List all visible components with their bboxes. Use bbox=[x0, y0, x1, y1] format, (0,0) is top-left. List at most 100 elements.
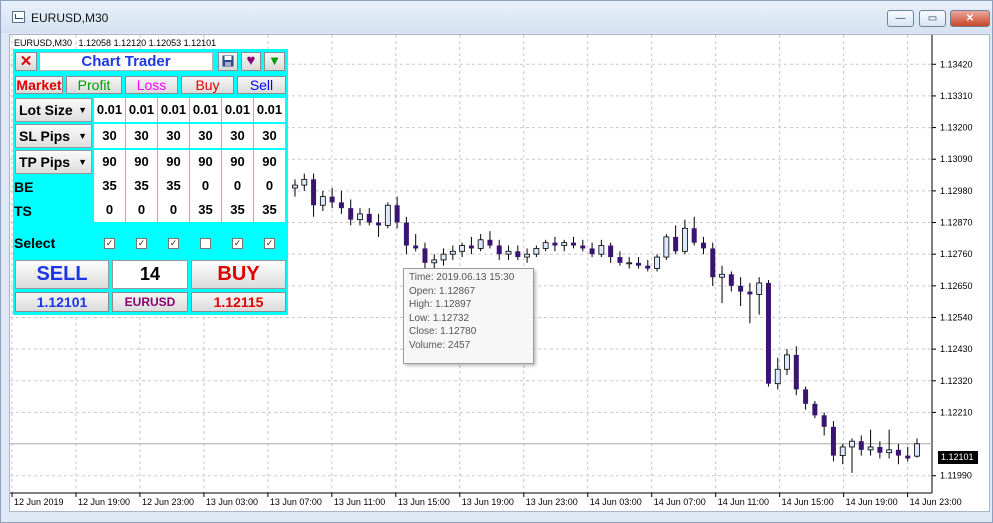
panel-close-button[interactable]: ✕ bbox=[15, 52, 37, 71]
lot-size-label: Lot Size bbox=[19, 102, 73, 118]
param-cell[interactable]: 35 bbox=[190, 198, 221, 222]
y-tick-label: 1.12650 bbox=[940, 281, 973, 291]
x-tick-label: 13 Jun 15:00 bbox=[398, 497, 450, 507]
param-cell[interactable]: 90 bbox=[254, 150, 285, 174]
param-cell[interactable]: 30 bbox=[94, 124, 125, 148]
param-cell[interactable]: 0 bbox=[94, 198, 125, 222]
tab-sell[interactable]: Sell bbox=[237, 76, 286, 94]
tooltip-low: Low: 1.12732 bbox=[409, 312, 470, 324]
chart-area[interactable]: 1.13420 1.13310 1.13200 1.13090 1.12980 1.128… bbox=[9, 34, 990, 512]
param-cell[interactable]: 90 bbox=[126, 150, 157, 174]
param-cell[interactable]: 35 bbox=[94, 174, 125, 198]
restore-icon: ▭ bbox=[927, 13, 938, 24]
tab-loss-label: Loss bbox=[136, 77, 167, 93]
candle-bear bbox=[673, 236, 679, 252]
param-cell[interactable]: 35 bbox=[158, 174, 189, 198]
buy-button[interactable]: BUY bbox=[191, 260, 286, 289]
candle-bull bbox=[654, 256, 660, 269]
param-cell[interactable]: 90 bbox=[222, 150, 253, 174]
param-cell[interactable]: 35 bbox=[126, 174, 157, 198]
tab-buy-label: Buy bbox=[195, 77, 220, 93]
candle-bull bbox=[319, 196, 326, 206]
candle-bear bbox=[635, 262, 641, 266]
tab-profit[interactable]: Profit bbox=[66, 76, 122, 94]
heart-icon: ♥ bbox=[246, 52, 256, 69]
param-cell[interactable]: 0.01 bbox=[126, 98, 157, 122]
param-cell[interactable]: 90 bbox=[190, 150, 221, 174]
candle-bear bbox=[487, 239, 493, 246]
param-cell[interactable]: 90 bbox=[94, 150, 125, 174]
y-tick-label: 1.12870 bbox=[940, 218, 973, 228]
save-button[interactable] bbox=[218, 52, 238, 71]
y-tick-label: 1.12320 bbox=[940, 376, 973, 386]
candlestick-chart[interactable]: 1.13420 1.13310 1.13200 1.13090 1.12980 1.128… bbox=[10, 35, 990, 512]
triangle-down-icon: ▼ bbox=[268, 53, 281, 68]
candle-bull bbox=[477, 239, 484, 249]
candle-bear bbox=[496, 245, 502, 255]
panel-title: Chart Trader bbox=[39, 52, 213, 71]
candle-bull bbox=[357, 213, 363, 221]
x-tick-label: 12 Jun 23:00 bbox=[142, 497, 194, 507]
param-cell[interactable]: 0 bbox=[222, 174, 253, 198]
param-cell[interactable]: 35 bbox=[222, 198, 253, 222]
select-checkbox[interactable]: ✓ bbox=[168, 238, 179, 249]
restore-button[interactable]: ▭ bbox=[919, 10, 946, 27]
param-cell[interactable]: 0 bbox=[158, 198, 189, 222]
minimize-button[interactable]: — bbox=[887, 10, 914, 27]
sell-button[interactable]: SELL bbox=[15, 260, 109, 289]
param-cell[interactable]: 0.01 bbox=[190, 98, 221, 122]
param-cell[interactable]: 35 bbox=[254, 198, 285, 222]
candle-bear bbox=[858, 441, 864, 450]
param-cell[interactable]: 0 bbox=[190, 174, 221, 198]
param-cell[interactable]: 0.01 bbox=[254, 98, 285, 122]
y-tick-label: 1.13200 bbox=[940, 123, 973, 133]
candle-bear bbox=[812, 403, 818, 416]
select-checkbox[interactable]: ✓ bbox=[136, 238, 147, 249]
chart-symbol: EURUSD,M30 bbox=[14, 38, 73, 48]
param-cell[interactable]: 30 bbox=[190, 124, 221, 148]
candle-bear bbox=[728, 274, 734, 286]
tab-market[interactable]: Market bbox=[15, 76, 63, 94]
select-checkbox[interactable]: ✓ bbox=[232, 238, 243, 249]
param-cell[interactable]: 30 bbox=[222, 124, 253, 148]
chevron-down-icon: ▼ bbox=[78, 157, 87, 167]
tab-buy[interactable]: Buy bbox=[181, 76, 234, 94]
candle-bear bbox=[571, 242, 577, 246]
param-cell[interactable]: 0 bbox=[254, 174, 285, 198]
param-cell[interactable]: 0 bbox=[126, 198, 157, 222]
candle-bear bbox=[895, 449, 901, 456]
select-checkbox[interactable]: ✓ bbox=[104, 238, 115, 249]
candle-bull bbox=[774, 368, 781, 385]
param-cell[interactable]: 30 bbox=[158, 124, 189, 148]
sl-pips-dropdown[interactable]: SL Pips ▼ bbox=[15, 124, 92, 148]
y-tick-label: 1.13090 bbox=[940, 154, 973, 164]
tooltip-high: High: 1.12897 bbox=[409, 299, 472, 310]
candle-bear bbox=[394, 205, 400, 223]
title-bar[interactable]: EURUSD,M30 — ▭ ✕ bbox=[1, 1, 992, 33]
collapse-button[interactable]: ▼ bbox=[264, 52, 285, 71]
close-button[interactable]: ✕ bbox=[950, 10, 990, 27]
param-cell[interactable]: 0.01 bbox=[94, 98, 125, 122]
param-cell[interactable]: 30 bbox=[254, 124, 285, 148]
y-tick-label: 1.12540 bbox=[940, 312, 973, 322]
favorite-button[interactable]: ♥ bbox=[241, 52, 261, 71]
candle-bull bbox=[682, 227, 688, 252]
tp-pips-dropdown[interactable]: TP Pips ▼ bbox=[15, 150, 92, 174]
candle-bear bbox=[765, 282, 771, 384]
lot-size-dropdown[interactable]: Lot Size ▼ bbox=[15, 98, 92, 122]
candle-bear bbox=[338, 202, 344, 209]
chart-window-icon bbox=[12, 11, 25, 23]
select-checkbox[interactable] bbox=[200, 238, 211, 249]
order-count-field[interactable]: 14 bbox=[112, 260, 188, 289]
candle-bear bbox=[608, 245, 614, 258]
tab-loss[interactable]: Loss bbox=[125, 76, 178, 94]
x-tick-label: 13 Jun 07:00 bbox=[270, 497, 322, 507]
param-cell[interactable]: 0.01 bbox=[158, 98, 189, 122]
param-cell[interactable]: 90 bbox=[158, 150, 189, 174]
candle-bull bbox=[533, 248, 540, 255]
candle-bull bbox=[384, 204, 391, 226]
param-cell[interactable]: 30 bbox=[126, 124, 157, 148]
select-checkbox[interactable]: ✓ bbox=[264, 238, 275, 249]
param-cell[interactable]: 0.01 bbox=[222, 98, 253, 122]
chevron-down-icon: ▼ bbox=[78, 105, 87, 115]
